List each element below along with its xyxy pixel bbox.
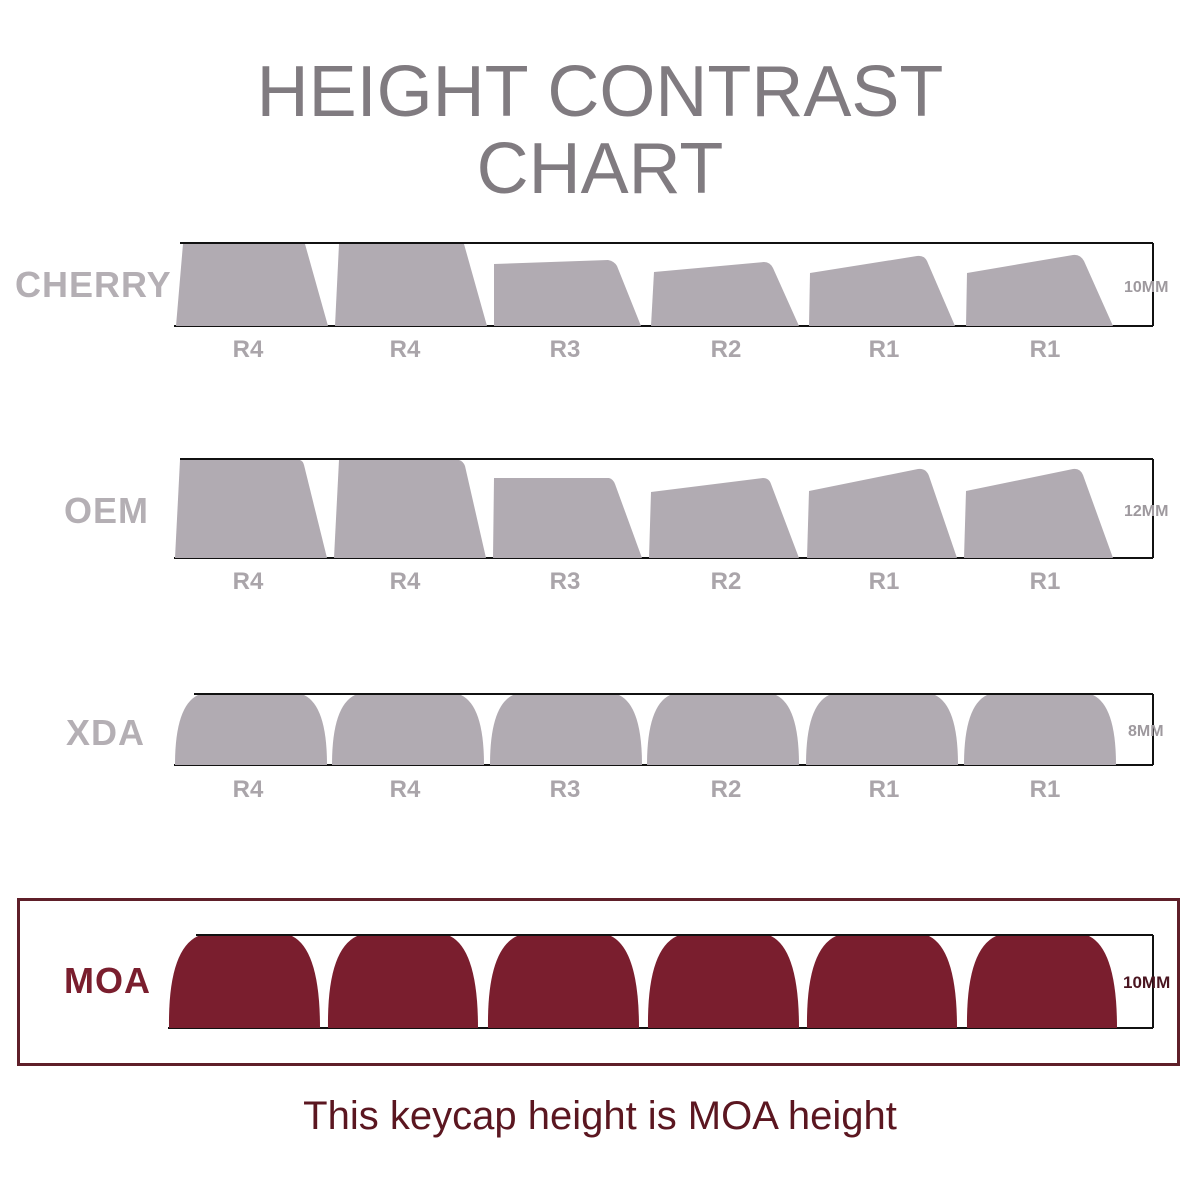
- xda-height-label: 8MM: [1128, 723, 1164, 740]
- cherry-row-label: R1: [869, 336, 900, 363]
- oem-row-label: R1: [869, 568, 900, 595]
- oem-height-label: 12MM: [1124, 503, 1168, 520]
- xda-keycap-5: [806, 695, 958, 765]
- oem-row-group: 12MM R4 R4 R3 R2 R1 R1: [174, 458, 1168, 595]
- moa-keycap-6: [966, 936, 1117, 1028]
- moa-highlight-frame: [17, 898, 1180, 1066]
- xda-row-label: R3: [550, 776, 581, 803]
- chart-title-line-1: HEIGHT CONTRAST: [256, 52, 944, 132]
- cherry-row-label: R1: [1030, 336, 1061, 363]
- moa-keycap-1: [168, 936, 320, 1028]
- xda-row-label: R4: [390, 776, 421, 803]
- moa-keycap-2: [327, 936, 478, 1028]
- caption-text: This keycap height is MOA height: [303, 1094, 897, 1138]
- cherry-row-label: R4: [390, 336, 421, 363]
- oem-row-label: R3: [550, 568, 581, 595]
- moa-height-label: 10MM: [1123, 973, 1170, 992]
- moa-keycap-3: [487, 936, 639, 1028]
- xda-row-label: R4: [233, 776, 264, 803]
- cherry-keycap-1: [176, 244, 328, 326]
- xda-keycap-6: [964, 695, 1116, 765]
- cherry-row-group: 10MM R4 R4 R3 R2 R1 R1: [174, 242, 1168, 363]
- profile-label-oem: OEM: [64, 490, 150, 531]
- xda-row-label: R1: [869, 776, 900, 803]
- profile-label-moa: MOA: [64, 960, 151, 1001]
- xda-row-group: 8MM R4 R4 R3 R2 R1 R1: [174, 693, 1164, 803]
- profile-label-xda: XDA: [66, 712, 146, 753]
- cherry-keycap-3: [494, 260, 641, 326]
- cherry-row-label: R2: [711, 336, 742, 363]
- moa-row-group: 10MM: [168, 934, 1170, 1029]
- oem-row-label: R4: [233, 568, 264, 595]
- cherry-keycap-2: [335, 244, 487, 326]
- xda-keycap-1: [175, 695, 327, 765]
- cherry-height-label: 10MM: [1124, 279, 1168, 296]
- cherry-row-label: R3: [550, 336, 581, 363]
- xda-keycap-2: [332, 695, 484, 765]
- xda-row-label: R1: [1030, 776, 1061, 803]
- oem-keycap-4: [649, 478, 799, 558]
- cherry-keycap-6: [966, 254, 1113, 326]
- profile-label-cherry: CHERRY: [15, 264, 172, 305]
- moa-keycap-4: [647, 936, 799, 1028]
- oem-row-label: R2: [711, 568, 742, 595]
- xda-row-label: R2: [711, 776, 742, 803]
- oem-keycap-1: [175, 460, 327, 558]
- oem-row-label: R1: [1030, 568, 1061, 595]
- xda-keycap-3: [490, 695, 642, 765]
- oem-keycap-2: [334, 460, 486, 558]
- xda-keycap-4: [647, 695, 799, 765]
- oem-keycap-5: [807, 468, 957, 558]
- cherry-row-label: R4: [233, 336, 264, 363]
- cherry-keycap-4: [651, 262, 799, 326]
- oem-keycap-3: [493, 478, 642, 558]
- moa-keycap-5: [806, 936, 957, 1028]
- chart-title-line-2: CHART: [476, 129, 724, 209]
- oem-keycap-6: [964, 468, 1113, 558]
- oem-row-label: R4: [390, 568, 421, 595]
- cherry-keycap-5: [809, 255, 955, 326]
